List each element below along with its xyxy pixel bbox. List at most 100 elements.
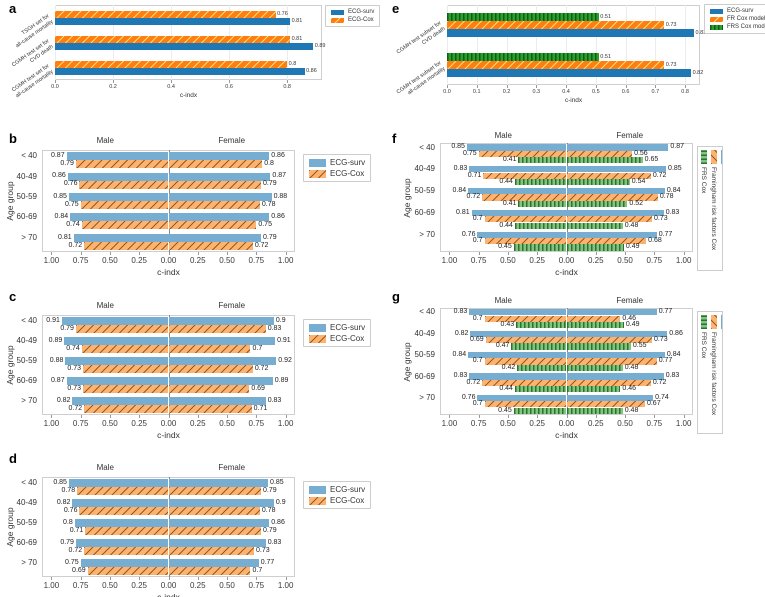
legend-label: FRS Cox xyxy=(700,332,707,359)
bar-female xyxy=(168,221,257,230)
bar-value-label: 0.79 xyxy=(263,526,277,534)
bar-value-label: 0.71 xyxy=(69,526,84,534)
x-tick-label: 0.50 xyxy=(219,256,235,265)
bar-value-label: 0.55 xyxy=(632,342,647,350)
y-tick-label: > 70 xyxy=(21,558,37,567)
x-tick-mark xyxy=(197,577,199,580)
x-tick-mark xyxy=(285,415,287,418)
y-tick-label: > 70 xyxy=(419,392,435,402)
legend-label: ECG-surv xyxy=(720,332,723,361)
bar-female xyxy=(566,166,667,173)
bar-value-label: 0.72 xyxy=(68,546,83,554)
bar-value-label: 0.51 xyxy=(600,13,612,20)
bar-female xyxy=(168,152,270,161)
x-tick-mark xyxy=(654,252,656,255)
chart-a-root: 0.0 0.2 0.4 0.6 0.8 0.76 0.81 TSGH set for all-… xyxy=(0,0,382,110)
bar-female xyxy=(566,336,652,344)
x-tick-mark xyxy=(109,415,111,418)
x-axis-label: c-indx xyxy=(157,430,180,440)
bar-male xyxy=(84,405,169,413)
bar-value-label: 0.44 xyxy=(499,221,513,229)
y-tick-label: > 70 xyxy=(21,232,37,242)
bar-female xyxy=(168,345,251,353)
bar-value-label: 0.78 xyxy=(61,486,76,494)
panel-letter-e: e xyxy=(392,1,400,16)
bar xyxy=(55,42,314,50)
x-tick-label: 0.8 xyxy=(283,84,291,90)
bar-value-label: 0.78 xyxy=(261,506,276,514)
x-tick-mark xyxy=(655,85,657,88)
bar-value-label: 0.77 xyxy=(658,308,673,316)
x-tick-mark xyxy=(566,415,568,418)
bar-value-label: 0.76 xyxy=(63,506,78,514)
x-axis-label: c-indx xyxy=(179,92,198,99)
bar-female xyxy=(566,351,665,359)
bar-male xyxy=(80,559,169,567)
x-tick-label: 0.50 xyxy=(102,581,118,590)
x-tick-mark xyxy=(80,415,82,418)
bar-male xyxy=(87,567,169,575)
legend-label: ECG-surv xyxy=(330,485,366,494)
legend-label: Framingham risk factors Cox xyxy=(710,167,717,251)
bar-value-label: 0.52 xyxy=(629,199,644,207)
bar-value-label: 0.86 xyxy=(52,172,66,180)
bar-female xyxy=(168,233,262,242)
chart-d-root: Male Female 1.00 0.75 0.50 0.25 0.00 0.25 0.50 0.… xyxy=(0,450,382,597)
bar-female xyxy=(566,157,643,164)
x-tick-label: 0.25 xyxy=(529,419,545,428)
y-tick-label: < 40 xyxy=(21,478,37,487)
bar-male xyxy=(478,150,567,158)
bar-value-label: 0.88 xyxy=(273,192,288,200)
bar-female xyxy=(168,325,266,333)
bar-female xyxy=(168,160,263,169)
x-tick-mark xyxy=(197,415,199,418)
bar-value-label: 0.75 xyxy=(65,200,79,208)
x-tick-mark xyxy=(256,252,258,255)
gridline xyxy=(566,5,568,85)
bar-female xyxy=(566,216,652,223)
bar-value-label: 0.47 xyxy=(495,342,510,350)
x-tick-label: 1.00 xyxy=(441,256,458,265)
bar-female xyxy=(168,241,253,250)
bar-value-label: 0.48 xyxy=(624,221,639,229)
bar-value-label: 0.84 xyxy=(452,186,467,194)
legend-swatch xyxy=(331,9,344,15)
bar-female xyxy=(168,519,270,527)
panel-letter-c: c xyxy=(9,289,17,304)
bar-value-label: 0.48 xyxy=(624,363,639,371)
bar-value-label: 0.78 xyxy=(261,200,276,208)
bar xyxy=(447,61,665,69)
x-tick-label: 1.00 xyxy=(43,256,60,265)
x-tick-mark xyxy=(506,85,508,88)
bar-male xyxy=(65,357,169,365)
bar-male xyxy=(471,209,567,217)
y-tick-label: > 70 xyxy=(419,229,435,239)
bar-male xyxy=(72,397,169,405)
y-axis-label: Age group xyxy=(5,181,15,221)
x-tick-label: 1.00 xyxy=(43,581,60,590)
x-tick-label: 0.0 xyxy=(443,89,451,95)
x-tick-mark xyxy=(654,415,656,418)
bar-value-label: 0.9 xyxy=(275,498,286,506)
y-tick-label: 40-49 xyxy=(16,336,37,345)
bar-value-label: 0.69 xyxy=(251,384,265,392)
x-tick-label: 0.6 xyxy=(225,84,233,90)
legend-entry: ECG-surv xyxy=(720,315,723,430)
bar-value-label: 0.83 xyxy=(267,324,282,332)
y-tick-label: 60-69 xyxy=(414,371,435,381)
x-tick-label: 0.50 xyxy=(500,256,516,265)
y-tick-label: 50-59 xyxy=(16,518,37,527)
bar-female xyxy=(566,358,657,365)
bar-female xyxy=(566,309,657,316)
bar-female xyxy=(566,194,658,201)
x-tick-mark xyxy=(595,252,597,255)
legend-swatch xyxy=(710,24,723,30)
x-tick-label: 0.25 xyxy=(587,419,604,428)
bar-male xyxy=(77,487,169,495)
bar-male xyxy=(477,394,567,402)
bar-female xyxy=(168,539,266,547)
bar-male xyxy=(517,364,567,372)
x-tick-label: 1.00 xyxy=(675,419,692,428)
gridline xyxy=(536,5,538,85)
x-tick-label: 0.75 xyxy=(470,256,487,265)
